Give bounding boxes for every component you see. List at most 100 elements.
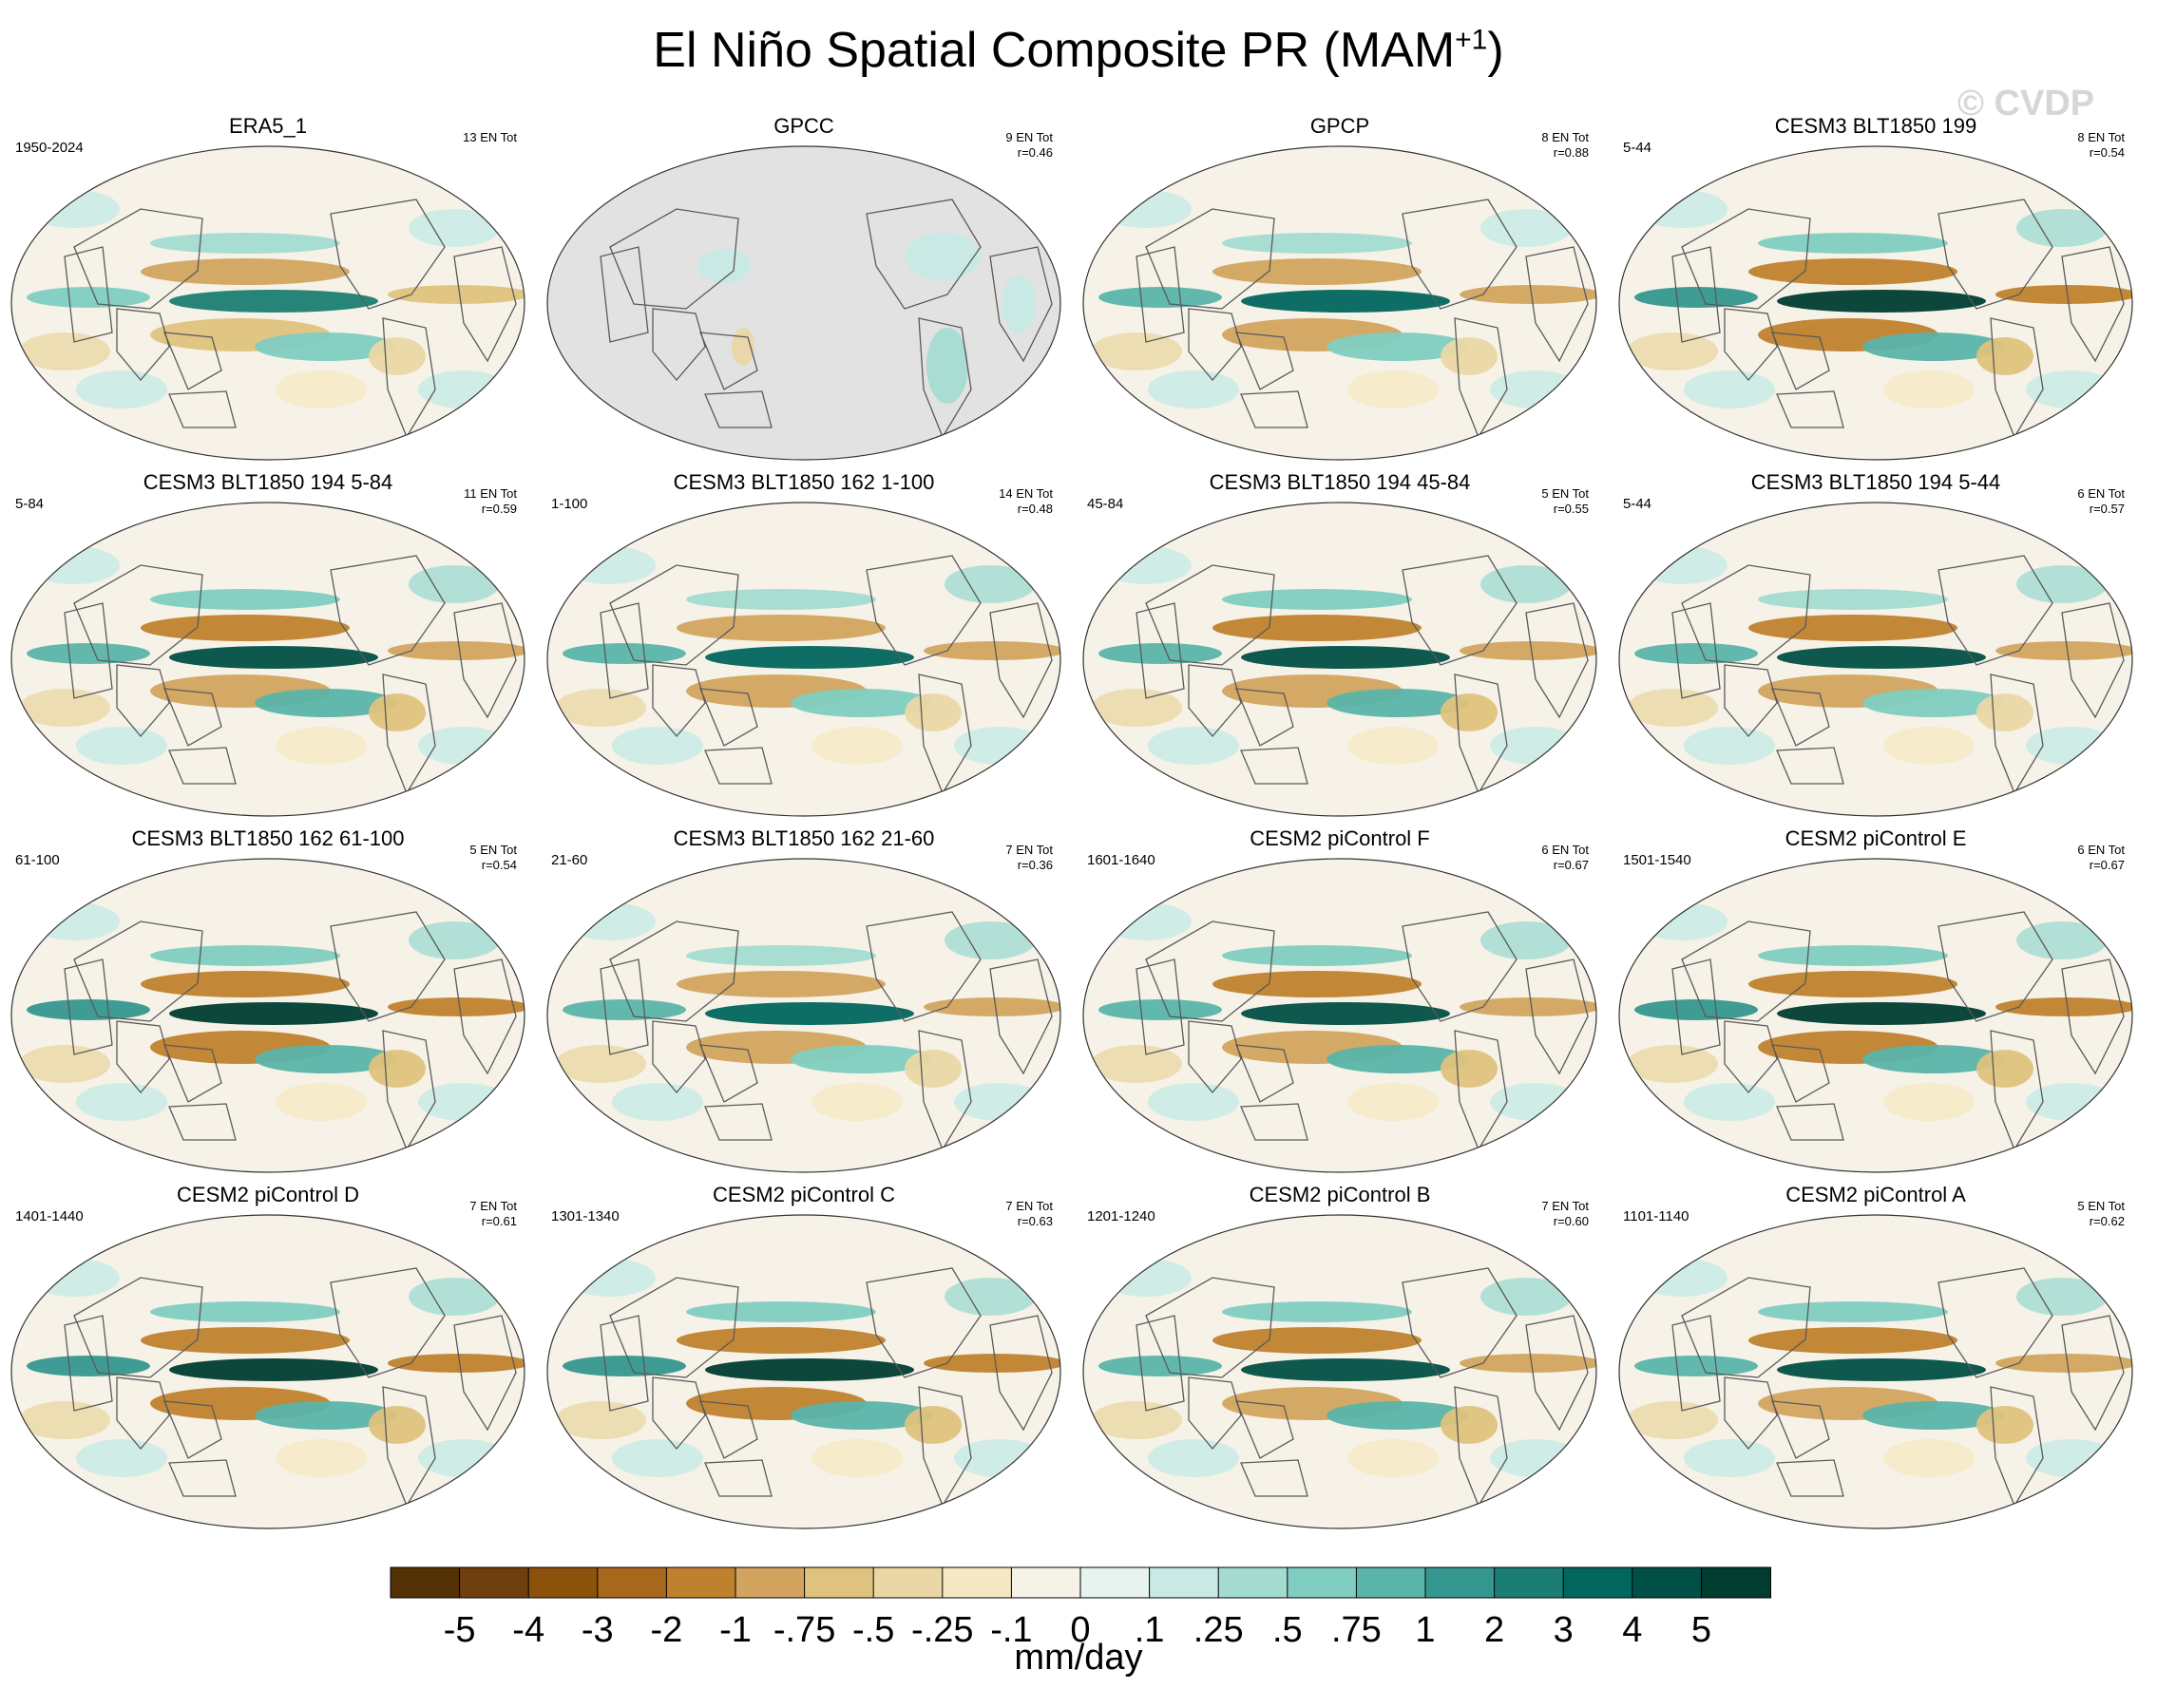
atlantic-dry-band	[1460, 285, 1596, 304]
panel-pattern-correlation: r=0.61	[481, 1214, 517, 1229]
anomaly-patch	[76, 370, 167, 408]
dry-band-north	[1212, 258, 1422, 285]
colorbar-swatch	[1079, 1566, 1151, 1599]
anomaly-patch	[1684, 1439, 1775, 1477]
map-outline	[10, 1214, 525, 1529]
coastline	[698, 688, 758, 747]
panel-years: 45-84	[1087, 496, 1124, 512]
precip-map	[10, 858, 525, 1173]
coastline	[64, 246, 113, 343]
anomaly-patch	[29, 546, 120, 584]
coastline	[1454, 1030, 1508, 1151]
subtropical-dry-band-north	[1222, 233, 1412, 254]
coastline	[1525, 602, 1589, 719]
coastline	[168, 747, 237, 785]
coastline	[2061, 958, 2125, 1075]
panel-title: CESM2 piControl D	[177, 1183, 359, 1206]
anomaly-patch	[1627, 332, 1718, 370]
anomaly-patch	[276, 727, 367, 765]
coastline	[1136, 602, 1185, 699]
precip-map	[546, 858, 1061, 1173]
anomaly-patch	[555, 689, 646, 727]
dry-band-north	[1748, 615, 1957, 641]
precip-map	[1618, 502, 2133, 817]
anomaly-patch	[409, 1278, 500, 1316]
coastline	[989, 602, 1053, 719]
panel-en-count: 9 EN Tot r=0.46	[1005, 130, 1053, 161]
panel-title: GPCC	[773, 114, 834, 138]
panel-title: GPCP	[1309, 114, 1370, 138]
dry-band-north	[1748, 1327, 1957, 1354]
equatorial-wet-band	[1241, 1002, 1450, 1025]
equatorial-wet-band	[705, 646, 914, 669]
coastline	[1454, 317, 1508, 439]
anomaly-patch	[1480, 209, 1572, 247]
coastline	[382, 674, 436, 795]
subtropical-dry-band-north	[150, 589, 340, 610]
precip-map	[1082, 502, 1597, 817]
panel-years: 1301-1340	[551, 1208, 620, 1224]
precip-map	[10, 145, 525, 461]
anomaly-patch	[1627, 1045, 1718, 1083]
coastline	[1770, 1044, 1830, 1103]
coastline	[1240, 1459, 1308, 1497]
map-outline	[10, 145, 525, 461]
coastline	[453, 602, 517, 719]
coastline	[609, 1277, 739, 1378]
coastline	[1402, 555, 1518, 666]
map-background	[547, 146, 1060, 460]
coastline	[1990, 674, 2044, 795]
map-outline	[10, 858, 525, 1173]
colorbar-swatch	[1149, 1566, 1220, 1599]
coastline	[600, 602, 649, 699]
cvdp-watermark: © CVDP	[1957, 84, 2095, 123]
panel-en-count: 6 EN Tot r=0.67	[2077, 843, 2125, 873]
coastline	[1188, 664, 1242, 738]
coastline	[73, 920, 203, 1022]
anomaly-patch	[76, 1439, 167, 1477]
land-anomaly	[732, 328, 754, 366]
anomaly-patch	[555, 1401, 646, 1439]
map-outline	[1082, 1214, 1597, 1529]
anomaly-patch	[2016, 921, 2108, 959]
anomaly-patch	[2016, 1278, 2108, 1316]
precip-map	[546, 145, 1061, 461]
coastline	[453, 958, 517, 1075]
anomaly-patch	[76, 727, 167, 765]
anomaly-patch	[1684, 727, 1775, 765]
coastline	[330, 911, 446, 1022]
panel-title: CESM3 BLT1850 199	[1774, 114, 1977, 138]
indian-ocean-wet-band	[1634, 287, 1758, 308]
subtropical-dry-band-north	[686, 589, 876, 610]
map-panel: CESM3 BLT1850 162 21-60 21-60 7 EN Tot r=0.…	[536, 826, 1072, 1183]
map-outline	[546, 145, 1061, 461]
coastline	[162, 1044, 222, 1103]
anomaly-patch	[1100, 1259, 1192, 1297]
anomaly-patch	[1883, 1083, 1975, 1121]
coastline	[1234, 332, 1294, 390]
map-outline	[1618, 502, 2133, 817]
anomaly-patch	[1347, 1439, 1439, 1477]
anomaly-patch	[945, 565, 1036, 603]
subtropical-dry-band-north	[686, 945, 876, 966]
south-america-dry	[905, 693, 962, 731]
dry-band-north	[1212, 971, 1422, 997]
atlantic-dry-band	[1460, 997, 1596, 1016]
coastline	[866, 1267, 982, 1378]
land-anomaly	[905, 233, 981, 280]
indian-ocean-wet-band	[563, 643, 686, 664]
precip-map	[546, 1214, 1061, 1529]
coastline	[1681, 564, 1811, 666]
spcz-wet-band	[1327, 689, 1469, 717]
panel-title: CESM2 piControl A	[1785, 1183, 1966, 1206]
coastline	[1937, 555, 2053, 666]
panel-en-count: 7 EN Tot r=0.60	[1541, 1199, 1589, 1229]
atlantic-dry-band	[1995, 641, 2132, 660]
coastline	[168, 1459, 237, 1497]
subtropical-dry-band-north	[1222, 589, 1412, 610]
coastline	[609, 564, 739, 666]
panel-years: 5-44	[1623, 496, 1652, 512]
panel-en-count: 7 EN Tot r=0.61	[469, 1199, 517, 1229]
panel-en-count: 6 EN Tot r=0.57	[2077, 486, 2125, 517]
south-america-dry	[369, 693, 426, 731]
